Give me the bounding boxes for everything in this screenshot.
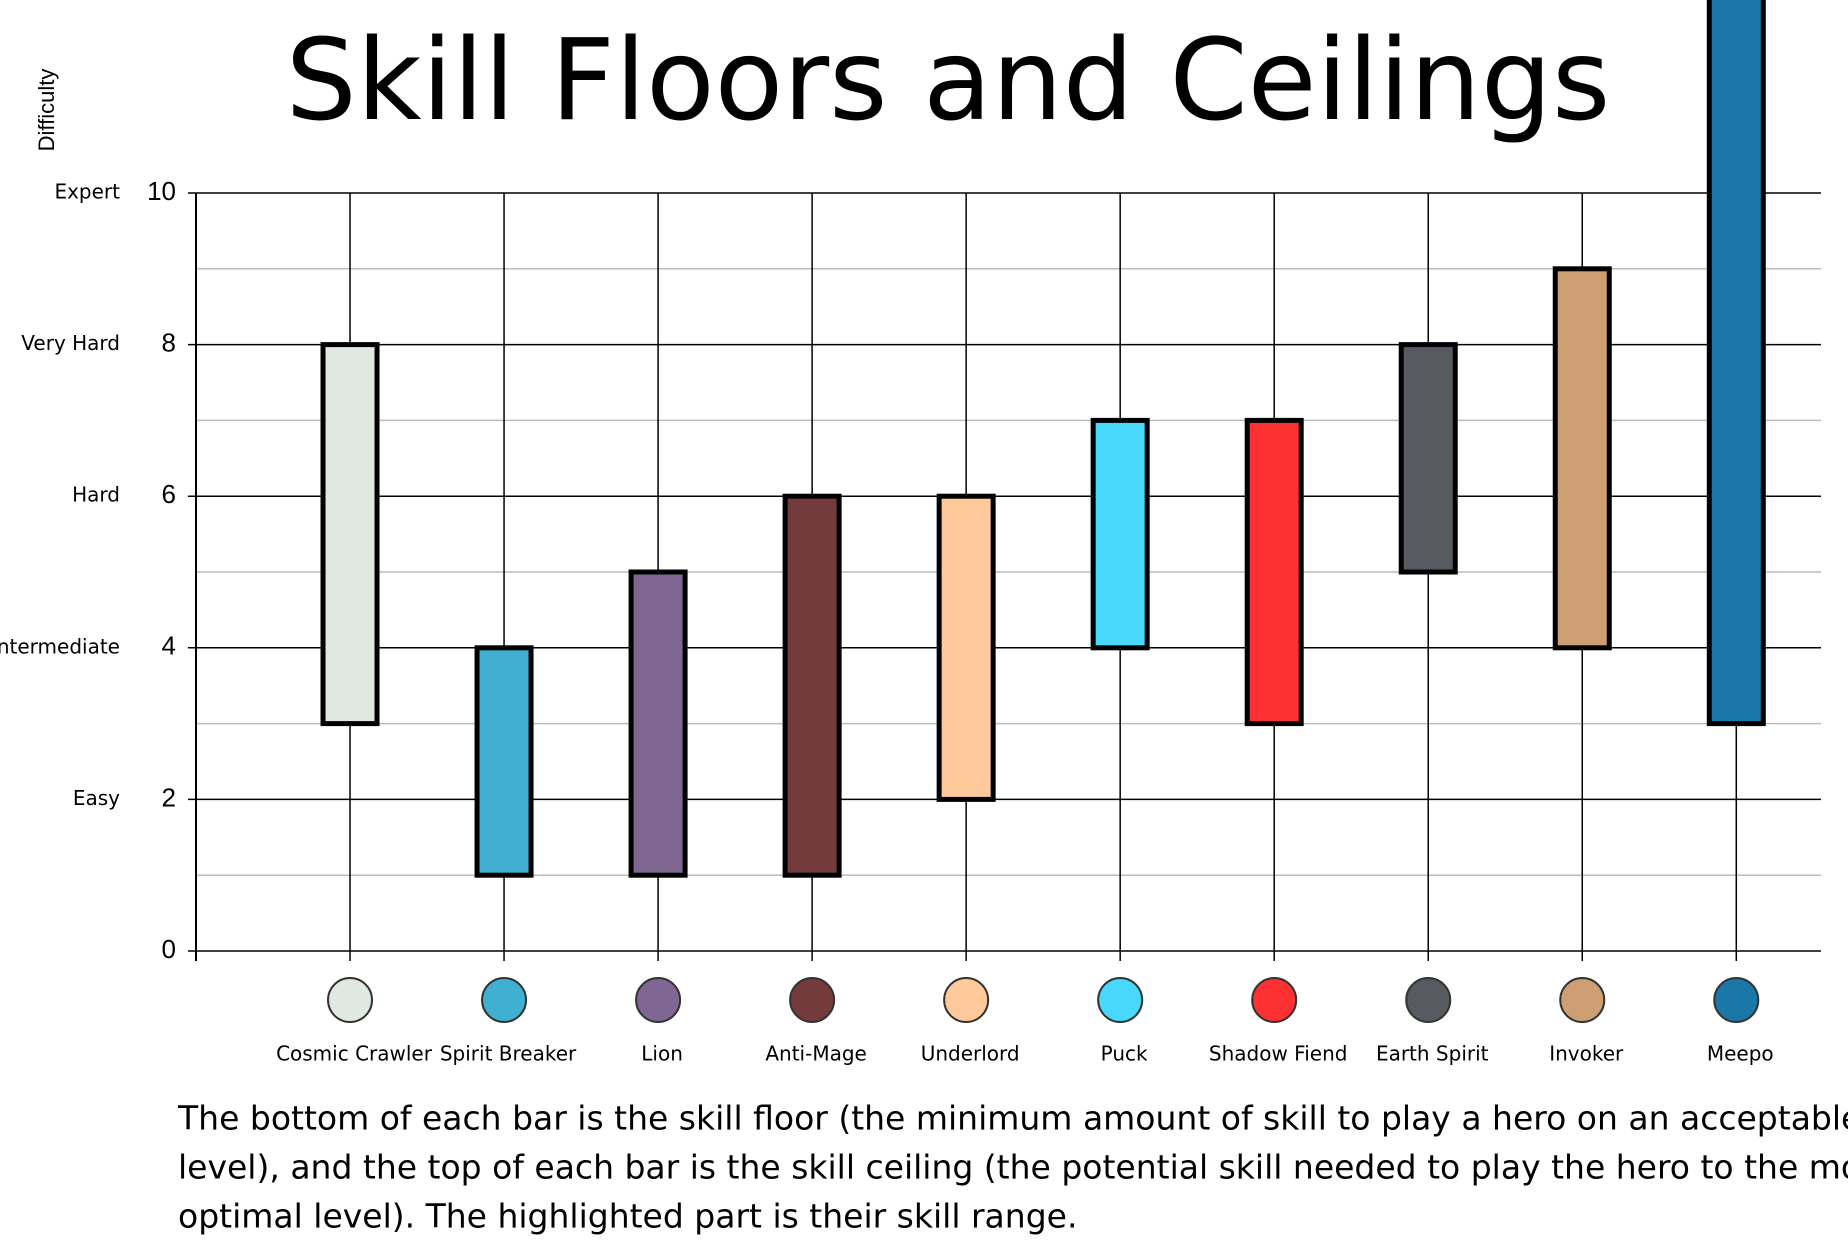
x-tick-label: Shadow Fiend <box>1209 1042 1348 1066</box>
y-level-label: Very Hard <box>21 331 120 355</box>
hero-icon <box>1713 977 1760 1023</box>
bar <box>1706 0 1766 727</box>
y-tick-label: 4 <box>162 631 176 661</box>
bar <box>1090 417 1150 651</box>
bar <box>320 342 380 727</box>
hero-icon <box>481 977 528 1023</box>
hero-icon <box>943 977 990 1023</box>
y-level-label: Easy <box>73 786 120 810</box>
bar <box>1244 417 1304 727</box>
x-tick-label: Earth Spirit <box>1376 1042 1489 1066</box>
note-line: optimal level). The highlighted part is … <box>178 1197 1077 1236</box>
note-line: The bottom of each bar is the skill floo… <box>177 1099 1848 1138</box>
y-tick-label: 6 <box>162 479 176 509</box>
y-level-label: Hard <box>72 483 120 507</box>
y-axis-label: Difficulty <box>34 69 59 152</box>
x-tick-label: Puck <box>1101 1042 1148 1066</box>
hero-icon <box>1559 977 1606 1023</box>
hero-icon <box>327 977 374 1023</box>
hero-icon <box>789 977 836 1023</box>
note-line: level), and the top of each bar is the s… <box>178 1148 1848 1187</box>
bar <box>782 493 842 878</box>
y-tick-label: 10 <box>147 176 176 206</box>
y-tick-label: 8 <box>162 327 176 357</box>
bar <box>1398 342 1458 575</box>
x-tick-label: Anti-Mage <box>765 1042 866 1066</box>
bar <box>1552 266 1612 651</box>
y-tick-label: 2 <box>162 782 176 812</box>
x-tick-label: Meepo <box>1707 1042 1774 1066</box>
chart-title: Skill Floors and Ceilings <box>286 16 1611 146</box>
hero-icon <box>1251 977 1298 1023</box>
x-tick-label: Spirit Breaker <box>440 1042 577 1066</box>
bar <box>474 645 534 878</box>
y-tick-label: 0 <box>162 934 176 964</box>
y-level-label: Expert <box>54 180 120 204</box>
hero-icon <box>1405 977 1452 1023</box>
x-tick-label: Underlord <box>921 1042 1020 1066</box>
y-level-label: Intermediate <box>0 634 120 658</box>
bar <box>936 493 996 802</box>
x-tick-label: Invoker <box>1549 1042 1624 1066</box>
hero-icon <box>1097 977 1144 1023</box>
hero-icon <box>635 977 682 1023</box>
bar <box>628 569 688 878</box>
x-tick-label: Cosmic Crawler <box>276 1042 433 1066</box>
x-tick-label: Lion <box>641 1042 683 1066</box>
